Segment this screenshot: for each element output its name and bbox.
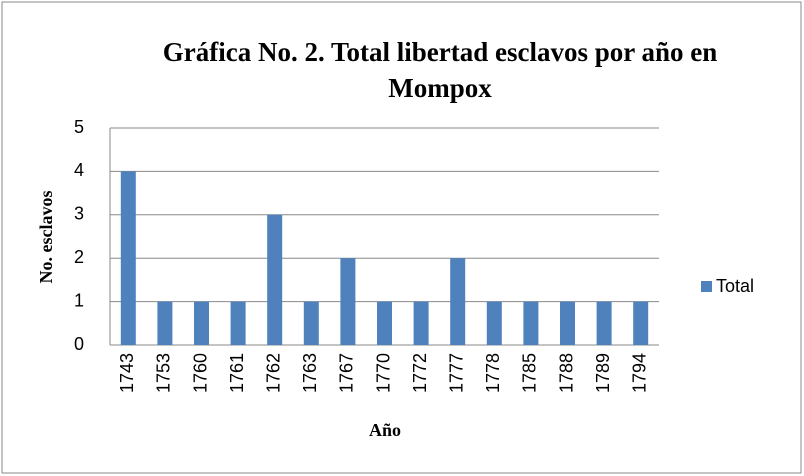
y-tick-label: 1: [74, 290, 84, 310]
bar: [486, 301, 502, 345]
bar: [523, 301, 539, 345]
chart-title: Gráfica No. 2. Total libertad esclavos p…: [162, 37, 718, 103]
y-tick-label: 2: [74, 247, 84, 267]
bar: [340, 258, 356, 345]
x-tick-label: 1743: [117, 353, 137, 393]
bar: [377, 301, 392, 345]
y-tick-label: 5: [74, 117, 84, 137]
bar: [450, 258, 466, 345]
x-tick-label: 1778: [483, 353, 503, 393]
bar: [157, 301, 173, 345]
x-tick-label: 1785: [520, 353, 540, 393]
x-tick-label: 1762: [263, 353, 283, 393]
bar: [267, 214, 283, 345]
y-tick-label: 3: [74, 204, 84, 224]
y-tick-label: 4: [74, 160, 84, 180]
bar: [120, 171, 136, 345]
bar: [230, 301, 246, 345]
x-tick-label: 1789: [593, 353, 613, 393]
bar: [413, 301, 429, 345]
y-tick-label: 0: [74, 334, 84, 354]
x-tick-label: 1753: [154, 353, 174, 393]
x-tick-label: 1777: [446, 353, 466, 393]
x-tick-label: 1761: [227, 353, 247, 393]
bar: [303, 301, 319, 345]
bar: [194, 301, 209, 345]
bar: [633, 301, 649, 345]
x-tick-label: 1767: [337, 353, 357, 393]
x-tick-label: 1794: [629, 353, 649, 393]
bar: [560, 301, 575, 345]
legend-swatch: [701, 281, 712, 292]
x-tick-label: 1760: [190, 353, 210, 393]
x-axis-title: Año: [369, 420, 401, 440]
x-tick-label: 1770: [373, 353, 393, 393]
x-tick-label: 1772: [410, 353, 430, 393]
x-tick-label: 1763: [300, 353, 320, 393]
y-axis-title: No. esclavos: [36, 191, 56, 284]
legend-label: Total: [716, 276, 754, 296]
bar: [596, 301, 612, 345]
x-tick-label: 1788: [556, 353, 576, 393]
